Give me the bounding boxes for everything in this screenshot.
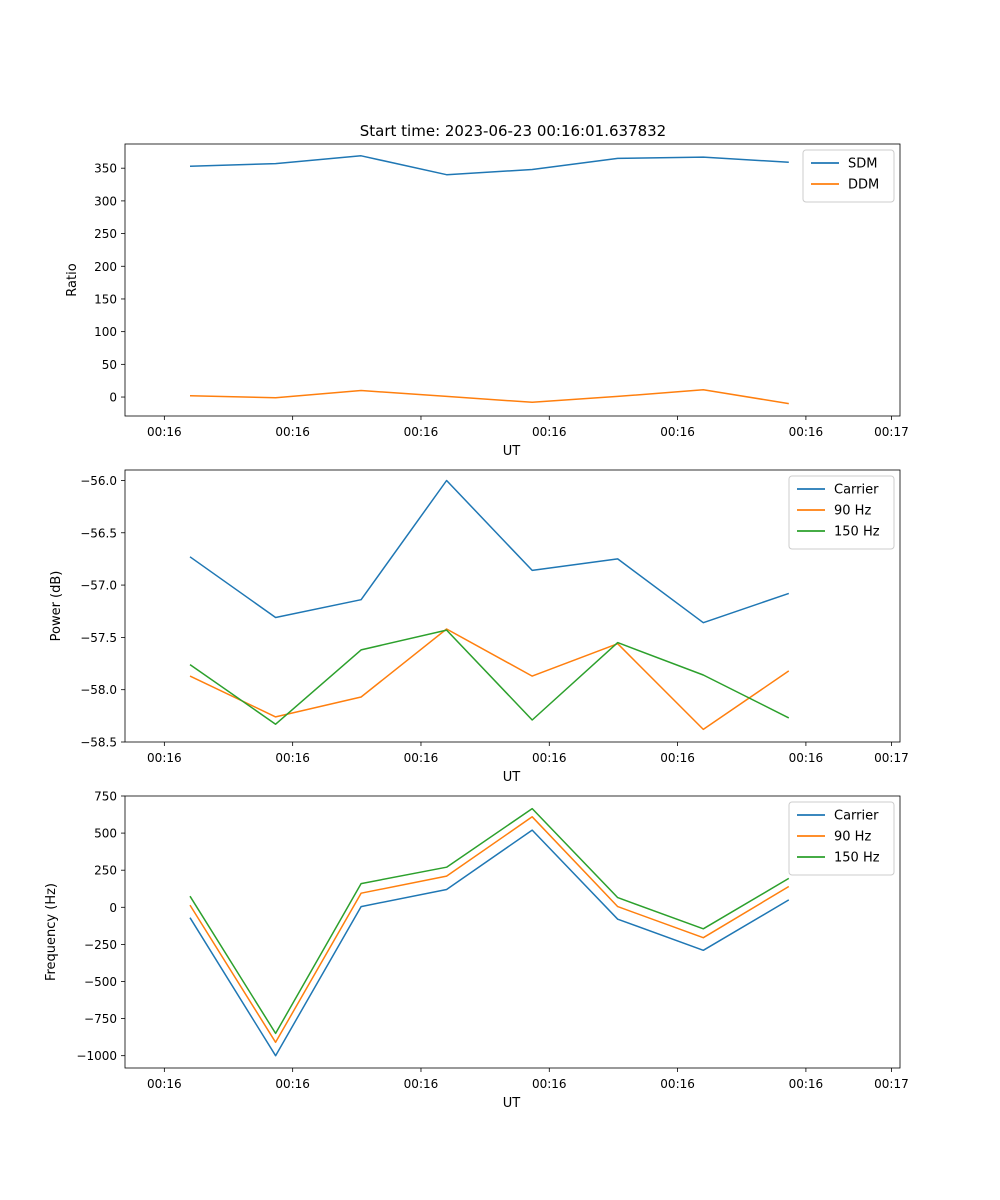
y-tick-label: 250 xyxy=(94,864,117,878)
y-tick-label: −58.0 xyxy=(80,683,117,697)
panel-1: 00:16 00:16 00:16 00:16 00:16 00:16 00:17 0 50 10… xyxy=(65,143,909,459)
figure-title: Start time: 2023-06-23 00:16:01.637832 xyxy=(360,122,666,140)
y-tick-label: 250 xyxy=(94,227,117,241)
y-tick-label: 0 xyxy=(109,391,117,405)
y-axis-label: Frequency (Hz) xyxy=(44,883,59,981)
legend-label: 150 Hz xyxy=(834,525,880,540)
y-tick-label: 0 xyxy=(109,901,117,915)
axes-frame xyxy=(124,469,901,743)
y-tick-label: −58.5 xyxy=(80,736,117,750)
y-tick-label: 100 xyxy=(94,325,117,339)
x-tick-label: 00:16 xyxy=(147,425,182,439)
y-tick-label: −57.0 xyxy=(80,579,117,593)
y-tick-label: 300 xyxy=(94,194,117,208)
x-tick-label: 00:17 xyxy=(874,751,909,765)
x-tick-label: 00:16 xyxy=(147,751,182,765)
series-line-ddm xyxy=(189,389,789,405)
axes-frame xyxy=(124,143,901,417)
panel-3: 00:16 00:16 00:16 00:16 00:16 00:16 00:17 −1000… xyxy=(44,790,909,1112)
series-line-sdm xyxy=(189,155,789,176)
legend-label: SDM xyxy=(848,157,877,172)
x-tick-label: 00:16 xyxy=(275,425,310,439)
x-axis-label: UT xyxy=(503,1096,521,1111)
x-tick-label: 00:17 xyxy=(874,1077,909,1091)
y-tick-label: 350 xyxy=(94,162,117,176)
series-line-carrier xyxy=(189,479,790,624)
y-tick-label: 150 xyxy=(94,292,117,306)
series-line-150-hz xyxy=(189,629,790,725)
legend-label: Carrier xyxy=(834,483,879,498)
y-tick-label: 750 xyxy=(94,790,117,804)
x-tick-label: 00:16 xyxy=(147,1077,182,1091)
series-line-90-hz xyxy=(189,816,790,1044)
y-tick-label: −250 xyxy=(84,938,117,952)
x-tick-label: 00:16 xyxy=(404,425,439,439)
series-line-150-hz xyxy=(189,807,790,1035)
panel-2: 00:16 00:16 00:16 00:16 00:16 00:16 00:17 −58.5… xyxy=(49,469,909,785)
axes-frame xyxy=(124,795,901,1069)
x-tick-label: 00:16 xyxy=(660,751,695,765)
series-line-90-hz xyxy=(189,628,790,731)
x-tick-label: 00:16 xyxy=(789,1077,824,1091)
y-tick-label: 200 xyxy=(94,260,117,274)
y-axis-label: Power (dB) xyxy=(49,571,64,642)
x-tick-label: 00:16 xyxy=(404,751,439,765)
x-tick-label: 00:16 xyxy=(532,425,567,439)
y-tick-label: 50 xyxy=(102,358,117,372)
legend-label: 90 Hz xyxy=(834,830,871,845)
panels: 00:16 00:16 00:16 00:16 00:16 00:16 00:17 0 50 10… xyxy=(44,143,909,1112)
y-tick-label: −1000 xyxy=(76,1049,117,1063)
y-axis-label: Ratio xyxy=(65,263,80,296)
legend-label: 150 Hz xyxy=(834,851,880,866)
legend-label: Carrier xyxy=(834,809,879,824)
series-line-carrier xyxy=(189,829,790,1057)
x-tick-label: 00:16 xyxy=(660,425,695,439)
y-tick-label: −750 xyxy=(84,1012,117,1026)
y-tick-label: 500 xyxy=(94,827,117,841)
y-tick-label: −57.5 xyxy=(80,631,117,645)
x-tick-label: 00:16 xyxy=(404,1077,439,1091)
x-tick-label: 00:16 xyxy=(789,425,824,439)
x-tick-label: 00:16 xyxy=(789,751,824,765)
y-tick-label: −500 xyxy=(84,975,117,989)
x-axis-label: UT xyxy=(503,770,521,785)
x-tick-label: 00:17 xyxy=(874,425,909,439)
y-tick-label: −56.5 xyxy=(80,526,117,540)
x-tick-label: 00:16 xyxy=(532,1077,567,1091)
x-tick-label: 00:16 xyxy=(275,1077,310,1091)
x-tick-label: 00:16 xyxy=(532,751,567,765)
x-tick-label: 00:16 xyxy=(660,1077,695,1091)
x-tick-label: 00:16 xyxy=(275,751,310,765)
legend-label: DDM xyxy=(848,178,879,193)
x-axis-label: UT xyxy=(503,444,521,459)
y-tick-label: −56.0 xyxy=(80,474,117,488)
legend-label: 90 Hz xyxy=(834,504,871,519)
